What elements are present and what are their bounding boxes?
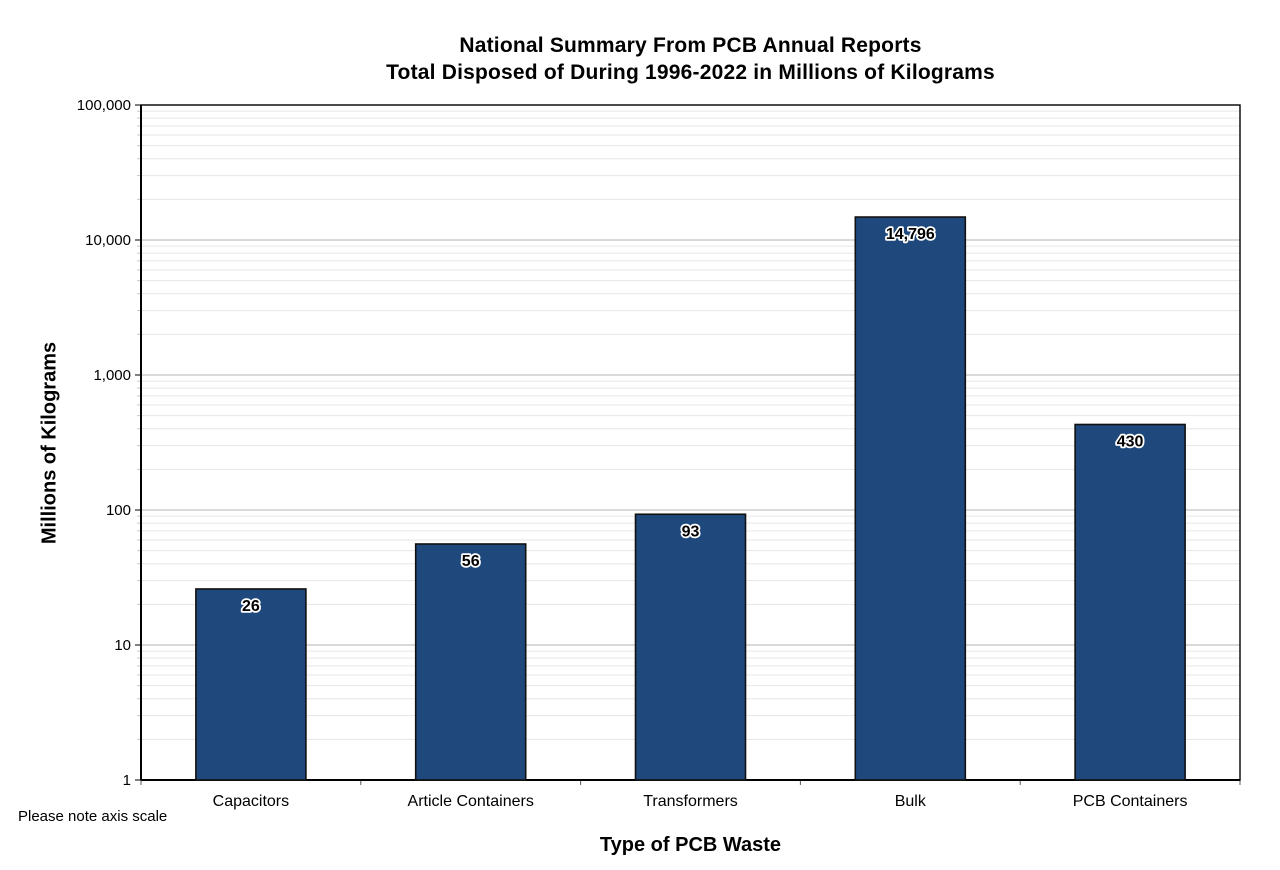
y-tick-label: 10 bbox=[114, 637, 131, 654]
axis-scale-note: Please note axis scale bbox=[18, 808, 168, 825]
y-tick-label: 1 bbox=[123, 772, 131, 789]
y-tick-label: 10,000 bbox=[85, 232, 131, 249]
chart-title-line2: Total Disposed of During 1996-2022 in Mi… bbox=[386, 61, 995, 84]
y-axis-title: Millions of Kilograms bbox=[38, 341, 61, 545]
chart-title-line1: National Summary From PCB Annual Reports bbox=[459, 34, 922, 57]
chart-title: National Summary From PCB Annual Reports… bbox=[141, 32, 1240, 86]
y-tick-label: 100,000 bbox=[77, 97, 131, 114]
x-category-label: PCB Containers bbox=[1073, 793, 1188, 810]
bar bbox=[1074, 423, 1186, 781]
bar-value-label: 14,796 bbox=[886, 226, 935, 243]
bar-value-label: 93 bbox=[682, 523, 700, 540]
y-tick-label: 1,000 bbox=[93, 367, 131, 384]
x-axis-title: Type of PCB Waste bbox=[599, 834, 782, 856]
bar bbox=[854, 216, 967, 781]
bar bbox=[414, 543, 527, 781]
x-category-label: Transformers bbox=[643, 793, 738, 810]
y-tick-label: 100 bbox=[106, 502, 131, 519]
bar-value-label: 26 bbox=[242, 598, 260, 615]
x-category-label: Article Containers bbox=[408, 793, 534, 810]
bar bbox=[195, 588, 307, 781]
bar-value-label: 56 bbox=[462, 553, 480, 570]
x-category-label: Bulk bbox=[895, 793, 927, 810]
x-category-label: Capacitors bbox=[213, 793, 289, 810]
bar-value-label: 430 bbox=[1117, 433, 1144, 450]
bar bbox=[634, 513, 747, 781]
